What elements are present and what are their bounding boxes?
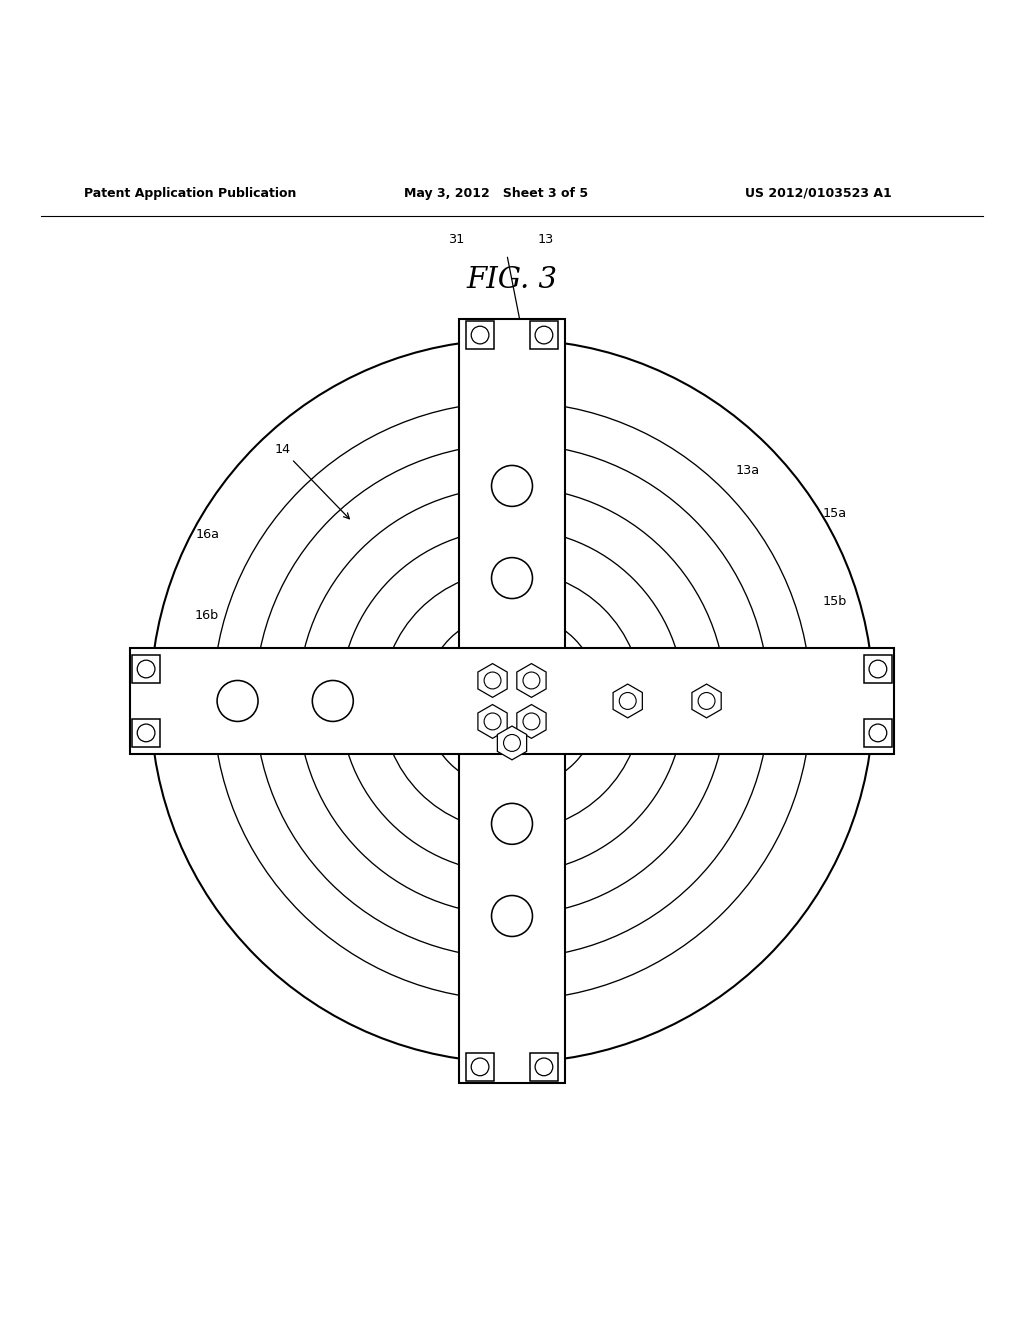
Text: 18c: 18c xyxy=(532,768,556,781)
Bar xyxy=(864,655,892,682)
Bar xyxy=(466,321,494,348)
Bar xyxy=(459,319,565,1082)
Text: -18b: -18b xyxy=(647,693,676,705)
Bar xyxy=(132,719,160,747)
Text: 16a: 16a xyxy=(196,528,219,541)
Text: 14: 14 xyxy=(274,444,349,519)
Circle shape xyxy=(484,713,501,730)
Text: 13c: 13c xyxy=(532,754,556,767)
Text: 15a: 15a xyxy=(822,507,847,520)
Text: -18a: -18a xyxy=(725,693,754,705)
Text: 13: 13 xyxy=(538,232,554,246)
Circle shape xyxy=(504,734,520,751)
Circle shape xyxy=(523,672,540,689)
Bar xyxy=(130,648,894,754)
Circle shape xyxy=(869,660,887,678)
Text: 13a: 13a xyxy=(735,465,760,477)
Circle shape xyxy=(536,326,553,345)
Polygon shape xyxy=(517,664,546,697)
Polygon shape xyxy=(692,684,721,718)
Text: Patent Application Publication: Patent Application Publication xyxy=(84,186,296,199)
Bar xyxy=(864,719,892,747)
Circle shape xyxy=(471,326,488,345)
Circle shape xyxy=(492,466,532,507)
Polygon shape xyxy=(478,664,507,697)
Text: May 3, 2012   Sheet 3 of 5: May 3, 2012 Sheet 3 of 5 xyxy=(404,186,589,199)
Circle shape xyxy=(523,713,540,730)
Circle shape xyxy=(471,1059,488,1076)
Circle shape xyxy=(492,804,532,845)
Circle shape xyxy=(620,693,636,709)
Circle shape xyxy=(312,681,353,722)
Text: 16b: 16b xyxy=(195,610,219,623)
Text: FIG. 3: FIG. 3 xyxy=(467,267,557,294)
Polygon shape xyxy=(613,684,642,718)
Text: 15b: 15b xyxy=(822,595,847,609)
Circle shape xyxy=(217,681,258,722)
Text: 31: 31 xyxy=(447,232,464,246)
Bar xyxy=(466,1053,494,1081)
Polygon shape xyxy=(498,726,526,760)
Circle shape xyxy=(536,1059,553,1076)
Text: 15c: 15c xyxy=(822,688,846,701)
Circle shape xyxy=(137,660,155,678)
Bar xyxy=(459,319,565,1082)
Text: 16c: 16c xyxy=(196,693,219,705)
Circle shape xyxy=(137,725,155,742)
Circle shape xyxy=(869,725,887,742)
Circle shape xyxy=(492,895,532,936)
Polygon shape xyxy=(478,705,507,738)
Circle shape xyxy=(492,557,532,598)
Circle shape xyxy=(484,672,501,689)
Bar xyxy=(130,648,894,754)
Polygon shape xyxy=(517,705,546,738)
Bar xyxy=(132,655,160,682)
Circle shape xyxy=(698,693,715,709)
Text: 32-: 32- xyxy=(399,693,420,705)
Bar xyxy=(530,1053,558,1081)
Bar xyxy=(530,321,558,348)
Text: US 2012/0103523 A1: US 2012/0103523 A1 xyxy=(745,186,892,199)
